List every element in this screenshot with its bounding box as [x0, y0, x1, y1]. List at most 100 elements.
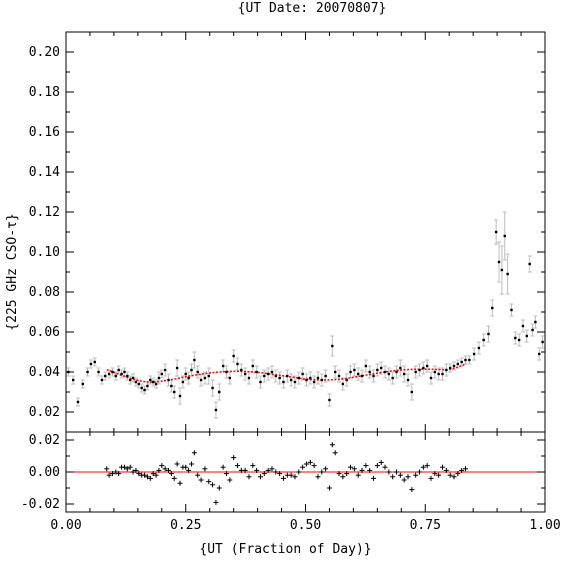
data-point: [286, 374, 289, 378]
data-point: [494, 230, 498, 234]
data-point: [422, 366, 425, 370]
data-point: [211, 386, 214, 390]
data-point: [445, 368, 448, 372]
x-tick-label: 0.75: [410, 518, 441, 533]
data-point: [477, 346, 481, 350]
main-y-tick-label: 0.18: [29, 85, 60, 100]
main-data-points: [67, 230, 544, 412]
data-point: [184, 372, 187, 376]
data-point: [259, 380, 262, 384]
data-point: [120, 372, 123, 376]
data-point: [521, 324, 525, 328]
data-point: [93, 360, 96, 364]
data-point: [278, 376, 281, 380]
data-point: [251, 364, 255, 368]
data-point: [433, 370, 437, 374]
data-point: [134, 380, 138, 384]
data-point: [225, 370, 228, 374]
data-point: [81, 382, 84, 386]
data-point: [468, 358, 471, 362]
x-axis-label: {UT (Fraction of Day)}: [199, 542, 371, 557]
data-point: [199, 378, 203, 382]
data-point: [452, 364, 456, 368]
data-point: [100, 378, 104, 382]
data-point: [402, 372, 406, 376]
data-point: [203, 376, 207, 380]
data-point: [441, 372, 444, 376]
data-point: [196, 370, 199, 374]
main-y-tick-label: 0.08: [29, 285, 60, 300]
data-point: [345, 378, 348, 382]
main-y-tick-label: 0.02: [29, 405, 60, 420]
residual-plot-panel: -0.02 0.00 0.02 0.00 0.25 0.50 0.75 1.00 {UT (…: [21, 431, 561, 557]
residual-plot-frame: [65, 431, 546, 513]
data-point: [406, 378, 410, 382]
data-point: [297, 376, 300, 380]
y-axis-label: {225 GHz CSO-τ}: [5, 213, 20, 330]
data-point: [341, 382, 345, 386]
data-point: [387, 372, 391, 376]
data-point: [528, 262, 531, 266]
data-point: [274, 374, 278, 378]
data-point: [487, 332, 490, 336]
data-point: [89, 362, 93, 366]
data-point: [510, 308, 513, 312]
data-point: [221, 364, 225, 368]
residual-x-ticks: 0.00 0.25 0.50 0.75 1.00: [50, 432, 561, 533]
data-point: [193, 358, 196, 362]
residual-data-points: [104, 442, 468, 505]
main-plot-frame: [65, 31, 546, 433]
data-point: [395, 370, 398, 374]
data-point: [137, 382, 141, 386]
data-point: [349, 370, 352, 374]
data-point: [425, 364, 429, 368]
data-point: [418, 368, 421, 372]
main-y-tick-label: 0.12: [29, 205, 60, 220]
x-tick-label: 1.00: [529, 518, 560, 533]
data-point: [104, 374, 107, 378]
data-point: [391, 376, 394, 380]
data-point: [126, 374, 129, 378]
data-point: [333, 370, 337, 374]
data-point: [181, 380, 185, 384]
data-point: [178, 394, 182, 398]
main-y-ticks: 0.02 0.04 0.06 0.08 0.10 0.12 0.14 0.16 0.18 0.20: [29, 45, 545, 433]
data-point: [131, 376, 135, 380]
data-point: [324, 374, 327, 378]
data-point: [482, 338, 485, 342]
data-point: [525, 334, 528, 338]
main-y-tick-label: 0.04: [29, 365, 60, 380]
data-point: [207, 374, 210, 378]
data-point: [167, 378, 170, 382]
data-point: [399, 366, 402, 370]
data-point: [146, 384, 149, 388]
data-point: [218, 390, 221, 394]
res-y-tick-label: -0.02: [21, 497, 60, 512]
data-point: [316, 376, 320, 380]
res-y-tick-label: 0.00: [29, 465, 60, 480]
data-point: [111, 370, 114, 374]
data-point: [379, 366, 383, 370]
data-point: [506, 272, 509, 276]
data-point: [293, 380, 297, 384]
data-point: [538, 352, 541, 356]
data-point: [320, 378, 323, 382]
data-point: [500, 268, 504, 272]
data-point: [255, 370, 258, 374]
data-point: [353, 368, 356, 372]
residual-y-ticks: -0.02 0.00 0.02: [21, 433, 545, 512]
data-point: [214, 408, 218, 412]
data-point: [337, 374, 341, 378]
data-point: [497, 260, 501, 264]
main-x-ticks: [65, 32, 546, 432]
data-point: [456, 362, 460, 366]
data-point: [71, 378, 75, 382]
data-point: [97, 370, 100, 374]
data-point: [232, 354, 235, 358]
data-point: [266, 372, 270, 376]
data-point: [76, 400, 80, 404]
data-point: [236, 362, 239, 366]
data-point: [414, 370, 417, 374]
data-point: [187, 376, 190, 380]
